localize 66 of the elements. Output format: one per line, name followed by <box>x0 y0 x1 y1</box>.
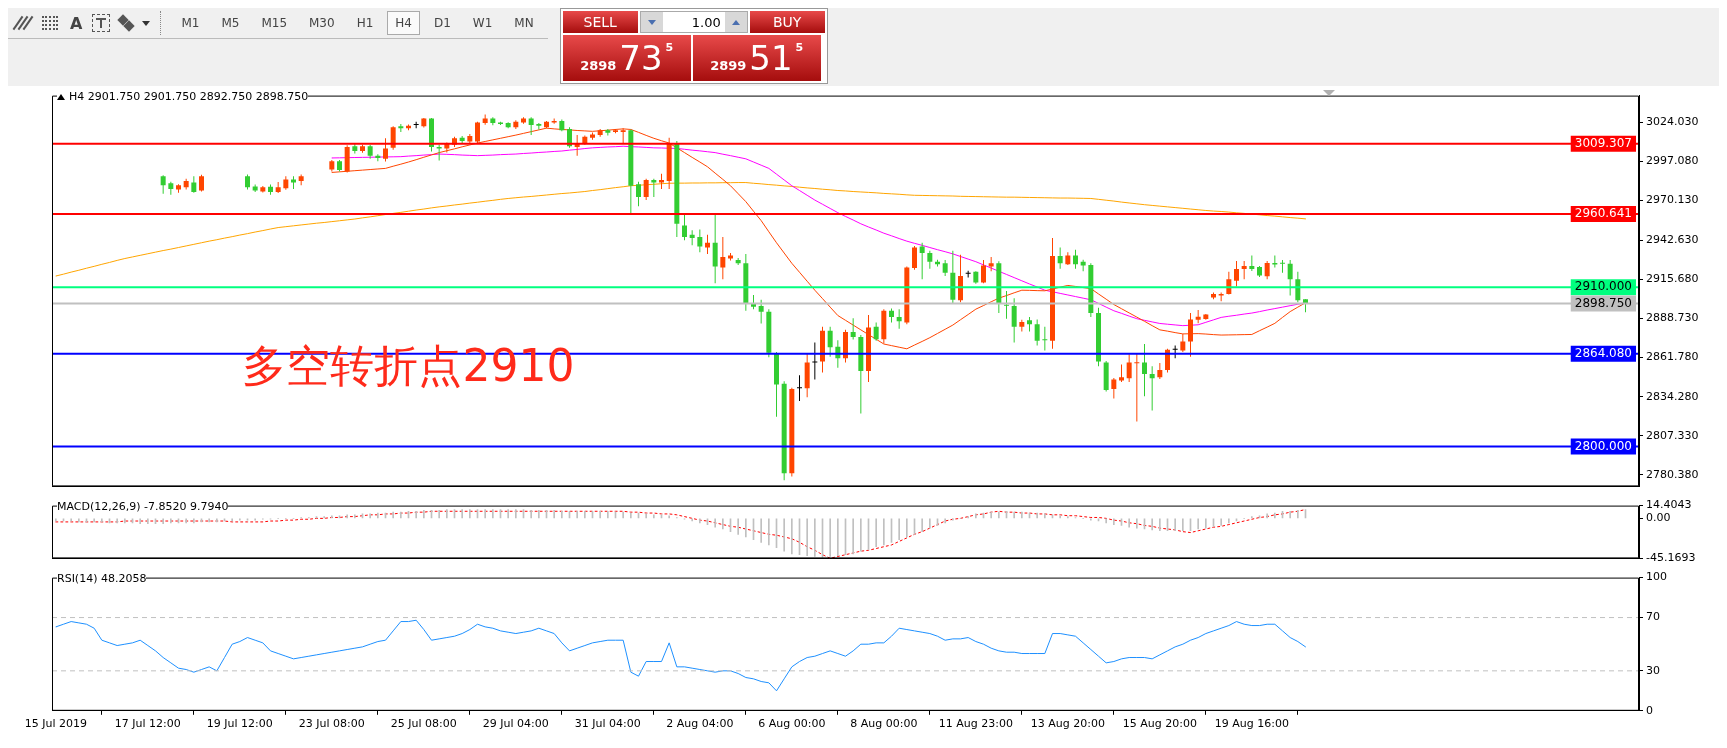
x-tick-label: 2 Aug 04:00 <box>666 717 734 731</box>
y-tick-label: 0 <box>1646 703 1653 717</box>
candlestick <box>797 375 802 402</box>
text: M15 <box>260 15 288 32</box>
ref-line-label: 2864.080 <box>1574 345 1633 360</box>
candlestick <box>1042 326 1048 351</box>
text: D1 <box>433 15 452 32</box>
text: M30 <box>308 15 336 32</box>
y-tick-label: -45.1693 <box>1646 551 1696 565</box>
x-tick-label: 15 Aug 20:00 <box>1122 717 1197 731</box>
text: BUY <box>749 11 825 33</box>
x-tick-label: 29 Jul 04:00 <box>482 717 549 731</box>
text: H1 <box>355 15 375 32</box>
x-tick-label: 19 Aug 16:00 <box>1214 717 1289 731</box>
text: M1 <box>180 15 201 32</box>
x-tick-label: 17 Jul 12:00 <box>114 717 181 731</box>
y-tick-label: 2834.280 <box>1646 389 1699 403</box>
text: 73 <box>619 38 663 78</box>
x-tick-label: 31 Jul 04:00 <box>574 717 641 731</box>
candlestick <box>1149 366 1155 411</box>
x-tick-label: 6 Aug 00:00 <box>758 717 826 731</box>
ref-line-label: 2898.750 <box>1574 295 1633 310</box>
candlestick <box>1134 353 1140 422</box>
text: W1 <box>471 15 494 32</box>
y-tick-label: 2915.680 <box>1646 271 1699 285</box>
y-tick-label: 2807.330 <box>1646 428 1699 442</box>
y-tick-label: 2942.630 <box>1646 232 1699 246</box>
y-tick-label: 100 <box>1646 570 1667 584</box>
y-tick-label: 30 <box>1646 663 1660 677</box>
ref-line-label: 2910.000 <box>1574 279 1633 294</box>
y-tick-label: 3024.030 <box>1646 115 1699 129</box>
chart-title: RSI(14) 48.2058 <box>57 572 147 585</box>
candlestick <box>812 342 818 380</box>
x-tick-label: 15 Jul 2019 <box>24 717 87 731</box>
y-tick-label: 2888.730 <box>1646 310 1699 324</box>
chart-title: MACD(12,26,9) -7.8520 9.7940 <box>57 500 229 513</box>
x-tick-label: 11 Aug 23:00 <box>938 717 1013 731</box>
y-tick-label: 70 <box>1646 610 1660 624</box>
x-tick-label: 8 Aug 00:00 <box>850 717 918 731</box>
text: M5 <box>220 15 241 32</box>
text: SELL <box>562 11 638 33</box>
ref-line-label: 3009.307 <box>1574 135 1633 150</box>
chart-title: H4 2901.750 2901.750 2892.750 2898.750 <box>69 90 309 103</box>
text: A <box>69 13 84 33</box>
annotation: 多空转折点2910 <box>242 339 575 391</box>
text: 2898 <box>580 58 617 73</box>
y-tick-label: 2970.130 <box>1646 193 1699 207</box>
x-tick-label: 19 Jul 12:00 <box>206 717 273 731</box>
text: MN <box>513 15 535 32</box>
text: 51 <box>749 38 793 78</box>
text: 5 <box>795 41 804 54</box>
text: H4 <box>387 11 420 35</box>
y-tick-label: 2997.080 <box>1646 154 1699 168</box>
text: 1.00 <box>690 14 722 30</box>
text: 5 <box>665 41 674 54</box>
y-tick-label: 0.00 <box>1646 511 1671 525</box>
x-tick-label: 25 Jul 08:00 <box>390 717 457 731</box>
ref-line-label: 2800.000 <box>1574 438 1633 453</box>
text: 2899 <box>710 58 747 73</box>
y-tick-label: 2780.380 <box>1646 467 1699 481</box>
y-tick-label: 14.4043 <box>1646 498 1692 512</box>
y-tick-label: 2861.780 <box>1646 349 1699 363</box>
x-tick-label: 23 Jul 08:00 <box>298 717 365 731</box>
x-tick-label: 13 Aug 20:00 <box>1030 717 1105 731</box>
candlestick <box>1280 260 1285 273</box>
ref-line-label: 2960.641 <box>1574 206 1633 221</box>
